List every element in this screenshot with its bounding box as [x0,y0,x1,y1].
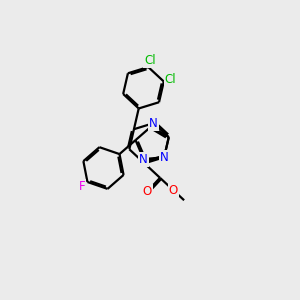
Text: Cl: Cl [165,73,176,86]
Text: O: O [142,185,152,198]
Text: N: N [160,151,169,164]
Text: Cl: Cl [144,54,156,67]
Text: N: N [149,117,158,130]
Text: F: F [79,180,86,193]
Text: N: N [139,153,148,166]
Text: O: O [169,184,178,196]
